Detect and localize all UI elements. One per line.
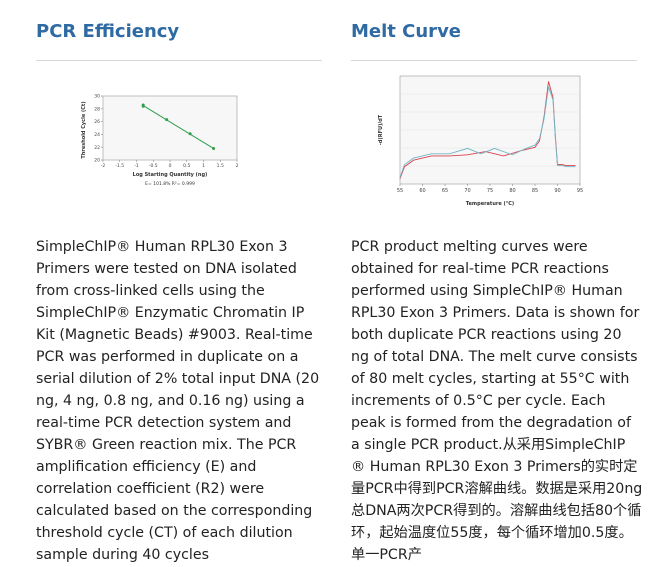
y-tick-label: 20 — [94, 158, 100, 164]
y-tick-label: 22 — [94, 145, 100, 151]
x-tick-label: -1 — [134, 163, 139, 169]
y-tick-label: 24 — [94, 132, 100, 138]
pcr-efficiency-heading: PCR Efficiency — [36, 21, 180, 42]
x-tick-label: -1.5 — [115, 163, 124, 169]
x-tick-label: 65 — [442, 188, 448, 194]
x-axis-label: Temperature (°C) — [466, 201, 514, 207]
x-tick-label: 1 — [202, 163, 205, 169]
melt-curve-heading: Melt Curve — [351, 21, 462, 42]
x-tick-label: 1.5 — [217, 163, 224, 169]
y-tick-label: 30 — [94, 94, 100, 100]
x-tick-label: 55 — [397, 188, 403, 194]
divider — [36, 60, 322, 61]
x-axis-label: Log Starting Quantity (ng) — [133, 172, 208, 178]
y-axis-label: Threshold Cycle (Ct) — [81, 101, 87, 158]
x-tick-label: 0.5 — [183, 163, 190, 169]
trendline — [142, 105, 214, 149]
x-tick-label: -0.5 — [149, 163, 158, 169]
x-tick-label: 0 — [169, 163, 172, 169]
divider — [351, 60, 637, 61]
melt-series-line — [399, 86, 576, 178]
data-point — [188, 132, 192, 136]
data-point — [212, 146, 216, 150]
x-tick-label: 85 — [532, 188, 538, 194]
x-tick-label: 90 — [554, 188, 560, 194]
pcr-efficiency-chart: 30 28 26 24 22 20 -2 -1.5 -1 -0.5 0 0.5 1 1.5 2 Thres… — [81, 94, 239, 187]
x-tick-label: 70 — [464, 188, 470, 194]
data-point — [165, 118, 169, 122]
annotation: E= 101.8% R²= 0.999 — [145, 181, 195, 187]
y-tick-label: 26 — [94, 119, 100, 125]
plot-area — [102, 95, 238, 161]
melt-curve-chart: 55 60 65 70 75 80 85 90 95 -d(RFU)/dT Temperatur… — [378, 75, 583, 207]
x-tick-label: 75 — [487, 188, 493, 194]
x-tick-label: 60 — [419, 188, 425, 194]
data-point — [141, 104, 145, 108]
x-tick-label: 80 — [509, 188, 515, 194]
y-tick-label: 28 — [94, 106, 100, 112]
melt-curve-description: PCR product melting curves were obtained… — [351, 239, 643, 563]
x-tick-label: -2 — [101, 163, 106, 169]
pcr-efficiency-description: SimpleChIP® Human RPL30 Exon 3 Primers w… — [36, 239, 320, 563]
x-tick-label: 2 — [236, 163, 239, 169]
y-axis-label: -d(RFU)/dT — [378, 114, 384, 145]
x-tick-label: 95 — [577, 188, 583, 194]
